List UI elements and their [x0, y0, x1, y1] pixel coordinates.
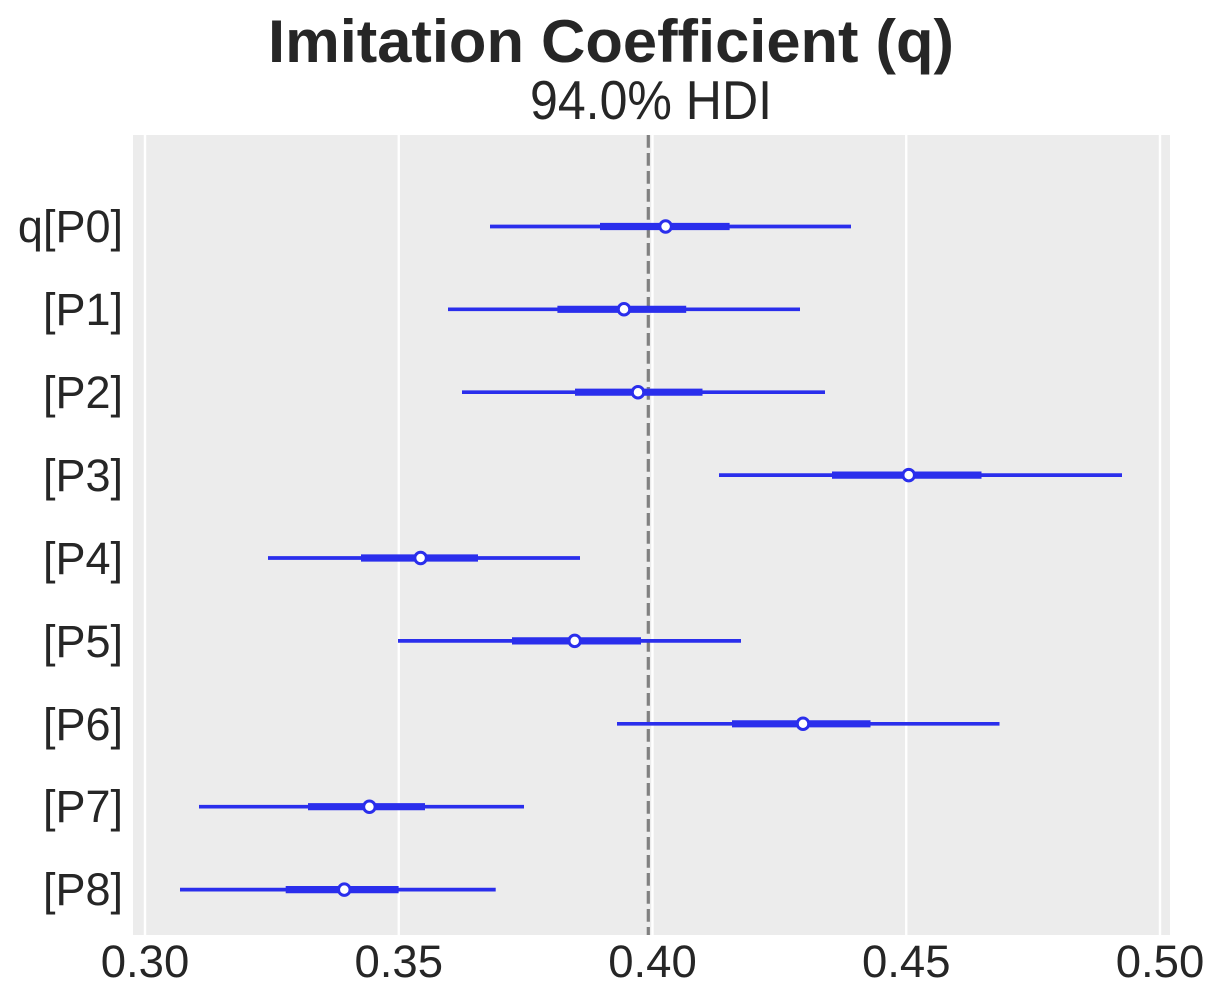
svg-text:[P6]: [P6]	[43, 699, 123, 750]
svg-text:[P7]: [P7]	[43, 781, 123, 832]
svg-text:[P2]: [P2]	[43, 367, 123, 418]
svg-text:Imitation Coefficient (q): Imitation Coefficient (q)	[268, 8, 954, 75]
svg-text:q[P0]: q[P0]	[18, 201, 123, 252]
svg-text:94.0% HDI: 94.0% HDI	[530, 69, 772, 131]
svg-text:[P5]: [P5]	[43, 616, 123, 667]
svg-text:[P1]: [P1]	[43, 284, 123, 335]
svg-text:0.50: 0.50	[1116, 936, 1205, 987]
svg-text:0.40: 0.40	[608, 936, 697, 987]
svg-text:[P3]: [P3]	[43, 450, 123, 501]
svg-text:[P8]: [P8]	[43, 864, 123, 915]
svg-text:0.35: 0.35	[354, 936, 443, 987]
svg-text:[P4]: [P4]	[43, 533, 123, 584]
svg-text:0.30: 0.30	[101, 936, 190, 987]
svg-text:0.45: 0.45	[862, 936, 951, 987]
